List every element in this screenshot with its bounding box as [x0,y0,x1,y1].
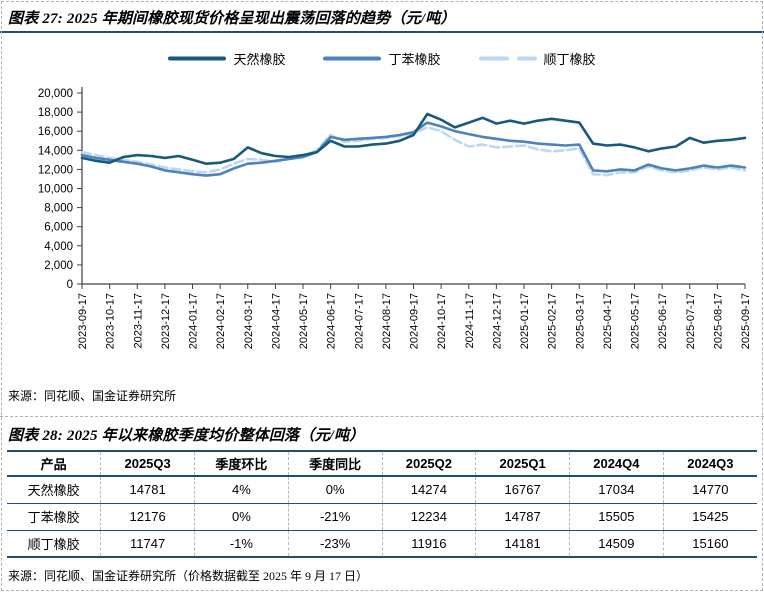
figure-28-title: 图表 28: 2025 年以来橡胶季度均价整体回落（元/吨） [8,428,365,444]
table-row-natural-rubber: 天然橡胶 14781 4% 0% 14274 16767 17034 14770 [7,476,757,503]
cell-value: 15160 [692,535,729,551]
y-axis-tick-label: 4,000 [44,241,73,253]
x-axis-tick-label: 2024-01-17 [188,293,200,349]
quarterly-price-table-wrap: 产品 2025Q3 季度环比 季度同比 2025Q2 2025Q1 2024Q4… [0,450,764,558]
x-axis-tick-label: 2024-10-17 [436,293,448,349]
x-axis-tick-label: 2024-07-17 [353,293,365,349]
x-axis-tick-label: 2024-12-17 [491,293,503,349]
x-axis-tick-label: 2025-02-17 [547,293,559,349]
x-axis-tick-label: 2024-06-17 [326,293,338,349]
legend-item-1: 丁苯橡胶 [323,49,441,68]
y-axis-tick-label: 2,000 [44,260,73,272]
col-header-2025q2: 2025Q2 [382,451,477,477]
x-axis-tick-label: 2024-08-17 [381,293,393,349]
legend-item-2: 顺丁橡胶 [478,49,596,68]
cell-value: 14181 [475,530,570,557]
x-axis-tick-label: 2024-11-17 [464,293,476,348]
chart-legend: 天然橡胶 丁苯橡胶 顺丁橡胶 [6,47,758,69]
cell-value: -23% [288,530,383,557]
table-row-br-rubber: 顺丁橡胶 11747 -1% -23% 11916 14181 14509 15… [7,530,757,557]
col-header-2025q1: 2025Q1 [475,451,570,477]
chart-line-1 [80,121,747,177]
y-axis-tick-label: 6,000 [44,222,73,234]
x-axis-tick-label: 2025-03-17 [574,293,586,349]
col-header-product: 产品 [7,451,102,477]
quarterly-price-table: 产品 2025Q3 季度环比 季度同比 2025Q2 2025Q1 2024Q4… [7,450,757,558]
legend-line-swatch [168,56,227,60]
legend-label: 丁苯橡胶 [388,51,441,67]
x-axis-tick-label: 2025-09-17 [740,293,752,349]
cell-value: 4% [194,476,289,503]
cell-value: 14274 [382,476,477,503]
y-axis-tick-label: 20,000 [38,88,73,100]
cell-value: -1% [194,530,289,557]
legend-label: 顺丁橡胶 [543,51,596,67]
x-axis-tick-label: 2024-02-17 [215,293,227,349]
x-axis-tick-label: 2025-05-17 [630,293,642,349]
table-row-sbr-rubber: 丁苯橡胶 12176 0% -21% 12234 14787 15505 154… [7,503,757,530]
cell-value: 14781 [100,476,195,503]
figure-27-title: 图表 27: 2025 年期间橡胶现货价格呈现出震荡回落的趋势（元/吨） [8,11,456,27]
cell-value: 12234 [382,503,477,530]
x-axis-tick-label: 2023-11-17 [132,293,144,348]
col-header-qoq: 季度环比 [194,451,289,477]
chart-line-0 [80,112,747,165]
col-header-2024q3: 2024Q3 [663,451,757,477]
cell-value: 17034 [569,476,664,503]
y-axis-tick-label: 16,000 [38,126,73,138]
x-axis-tick-label: 2023-12-17 [160,293,172,349]
x-axis-tick-label: 2025-01-17 [519,293,531,349]
y-axis-tick-label: 18,000 [38,107,73,119]
cell-value: 11916 [382,530,477,557]
legend-line-swatch [478,56,537,60]
x-axis-tick-label: 2023-09-17 [77,293,89,349]
cell-product: 天然橡胶 [7,476,102,503]
x-axis-tick-label: 2025-04-17 [602,293,614,349]
cell-value: 11747 [100,530,195,557]
section-separator [0,416,764,417]
rubber-price-line-chart: 0 2,000 4,000 6,000 8,000 10,000 12,000 14,000 1… [6,69,758,381]
cell-value: 14770 [692,482,729,498]
x-axis-tick-label: 2024-05-17 [298,293,310,349]
y-axis-tick-label: 8,000 [44,203,73,215]
x-axis-tick-label: 2023-10-17 [105,293,117,349]
col-header-2025q3: 2025Q3 [100,451,195,477]
cell-value: 15505 [569,503,664,530]
figure-27-source: 来源：同花顺、国金证券研究所 [8,389,177,403]
x-axis-tick-label: 2024-04-17 [270,293,282,349]
y-axis-tick-label: 14,000 [38,145,73,157]
cell-value: -21% [288,503,383,530]
y-axis-tick-label: 0 [67,279,73,291]
chart-canvas: 0 2,000 4,000 6,000 8,000 10,000 12,000 14,000 1… [38,87,752,349]
cell-product: 丁苯橡胶 [7,503,102,530]
col-header-yoy: 季度同比 [288,451,383,477]
legend-line-swatch [323,56,382,60]
figure-27-title-rule [0,31,764,33]
rubber-price-chart-panel: 天然橡胶 丁苯橡胶 顺丁橡胶 0 2,000 4,000 6,000 8,000 10,000… [0,33,764,410]
x-axis-tick-label: 2024-09-17 [409,293,421,349]
cell-value: 16767 [475,476,570,503]
x-axis-tick-label: 2025-08-17 [712,293,724,349]
y-axis-tick-label: 10,000 [38,184,73,196]
x-axis-tick-label: 2025-06-17 [657,293,669,349]
figure-28-source: 来源：同花顺、国金证券研究所（价格数据截至 2025 年 9 月 17 日） [8,569,369,583]
cell-value: 0% [194,503,289,530]
x-axis-tick-label: 2024-03-17 [243,293,255,349]
col-header-2024q4: 2024Q4 [569,451,664,477]
cell-value: 15425 [692,509,729,524]
legend-label: 天然橡胶 [233,51,286,67]
table-header-row: 产品 2025Q3 季度环比 季度同比 2025Q2 2025Q1 2024Q4… [7,451,757,477]
y-axis-tick-label: 12,000 [38,164,73,176]
cell-value: 14787 [475,503,570,530]
cell-value: 12176 [100,503,195,530]
legend-item-0: 天然橡胶 [168,49,285,68]
cell-product: 顺丁橡胶 [7,530,102,557]
cell-value: 14509 [569,530,664,557]
cell-value: 0% [288,476,383,503]
x-axis-tick-label: 2025-07-17 [685,293,697,349]
